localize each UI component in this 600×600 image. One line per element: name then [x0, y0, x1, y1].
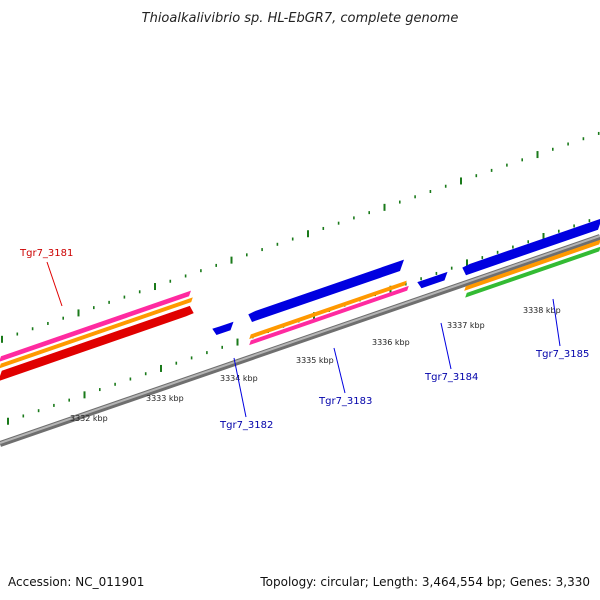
map-title: Thioalkalivibrio sp. HL-EbGR7, complete …: [142, 11, 459, 26]
scale-label: 3332 kbp: [70, 414, 108, 423]
gene-tgr7-3185: [462, 218, 600, 276]
scale-label: 3335 kbp: [296, 356, 334, 365]
scale-label: 3333 kbp: [146, 394, 184, 403]
accession-text: Accession: NC_011901: [8, 575, 144, 589]
gene-tracks: [0, 218, 600, 447]
gene-tgr7-3182: [212, 321, 234, 335]
scale-label: 3336 kbp: [372, 338, 410, 347]
gene-leader-line: [333, 347, 346, 394]
gene-label: Tgr7_3182: [219, 420, 273, 431]
topology-text: Topology: circular; Length: 3,464,554 bp…: [259, 575, 590, 589]
gene-label: Tgr7_3181: [19, 248, 73, 259]
cds-magenta-3183: [249, 285, 409, 346]
scale-label: 3337 kbp: [447, 321, 485, 330]
gene-tgr7-3184: [417, 271, 448, 289]
gene-leader-line: [552, 298, 561, 347]
cds-orange-3183: [249, 280, 407, 340]
gene-tgr7-3181: [0, 305, 194, 381]
gene-leader-line: [233, 357, 247, 418]
cds-orange-3181: [0, 297, 193, 369]
genome-backbone-highlight: [0, 235, 600, 444]
scale-label: 3334 kbp: [220, 374, 258, 383]
gene-tgr7-3183: [248, 259, 404, 322]
gene-label: Tgr7_3183: [318, 396, 372, 407]
gene-label: Tgr7_3185: [535, 349, 589, 360]
gene-label: Tgr7_3184: [424, 372, 478, 383]
cds-magenta-3181: [0, 290, 191, 362]
gene-leader-line: [440, 322, 452, 370]
scale-label: 3338 kbp: [523, 306, 561, 315]
labels: 3332 kbp 3333 kbp 3334 kbp 3335 kbp 3336 kbp…: [19, 248, 589, 431]
cds-green-3185: [465, 246, 600, 298]
gene-leader-line: [46, 261, 63, 307]
cds-orange-3185: [464, 239, 600, 291]
